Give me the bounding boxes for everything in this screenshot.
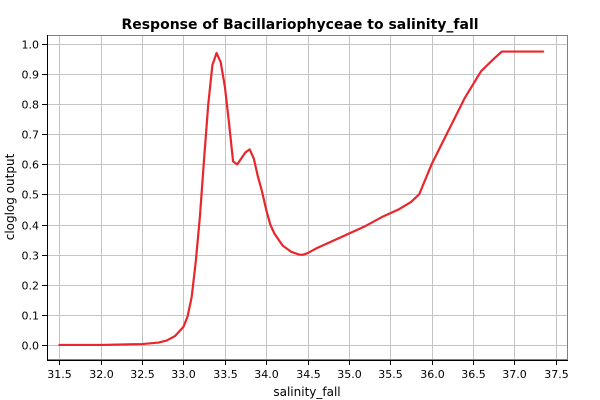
y-tick-label: 0.6	[22, 159, 40, 172]
x-tick-label: 36.0	[420, 368, 445, 381]
y-tick-label: 0.0	[22, 340, 40, 353]
plot-area	[47, 35, 568, 360]
x-tick-label: 34.0	[254, 368, 279, 381]
series-group	[58, 50, 545, 347]
x-tick-label: 35.5	[378, 368, 403, 381]
y-axis-label: cloglog output	[3, 153, 17, 240]
series-line	[58, 50, 545, 347]
y-tick-label: 0.4	[22, 220, 40, 233]
grid-lines	[47, 35, 568, 360]
y-tick-label: 0.1	[22, 310, 40, 323]
y-tick-label: 0.8	[22, 99, 40, 112]
x-tick-label: 35.0	[337, 368, 362, 381]
y-tick-label: 1.0	[22, 39, 40, 52]
x-tick-label: 34.5	[296, 368, 321, 381]
x-tick-label: 31.5	[47, 368, 72, 381]
x-tick-label: 32.0	[89, 368, 114, 381]
x-tick-label: 32.5	[130, 368, 155, 381]
y-tick-label: 0.2	[22, 280, 40, 293]
y-tick-label: 0.5	[22, 189, 40, 202]
x-tick-label: 33.0	[171, 368, 196, 381]
ticks: 31.5 32.0 32.5 33.0 33.5 34.0 34.5 35.0 35.5 36.0…	[22, 39, 569, 382]
axes	[47, 35, 568, 361]
y-tick-label: 0.9	[22, 69, 40, 82]
y-tick-label: 0.3	[22, 250, 40, 263]
x-tick-label: 37.5	[544, 368, 569, 381]
x-tick-label: 33.5	[213, 368, 238, 381]
x-tick-label: 37.0	[502, 368, 527, 381]
x-tick-label: 36.5	[461, 368, 486, 381]
x-axis-label: salinity_fall	[273, 385, 340, 399]
chart-title: Response of Bacillariophyceae to salinit…	[121, 17, 478, 33]
y-tick-label: 0.7	[22, 129, 40, 142]
